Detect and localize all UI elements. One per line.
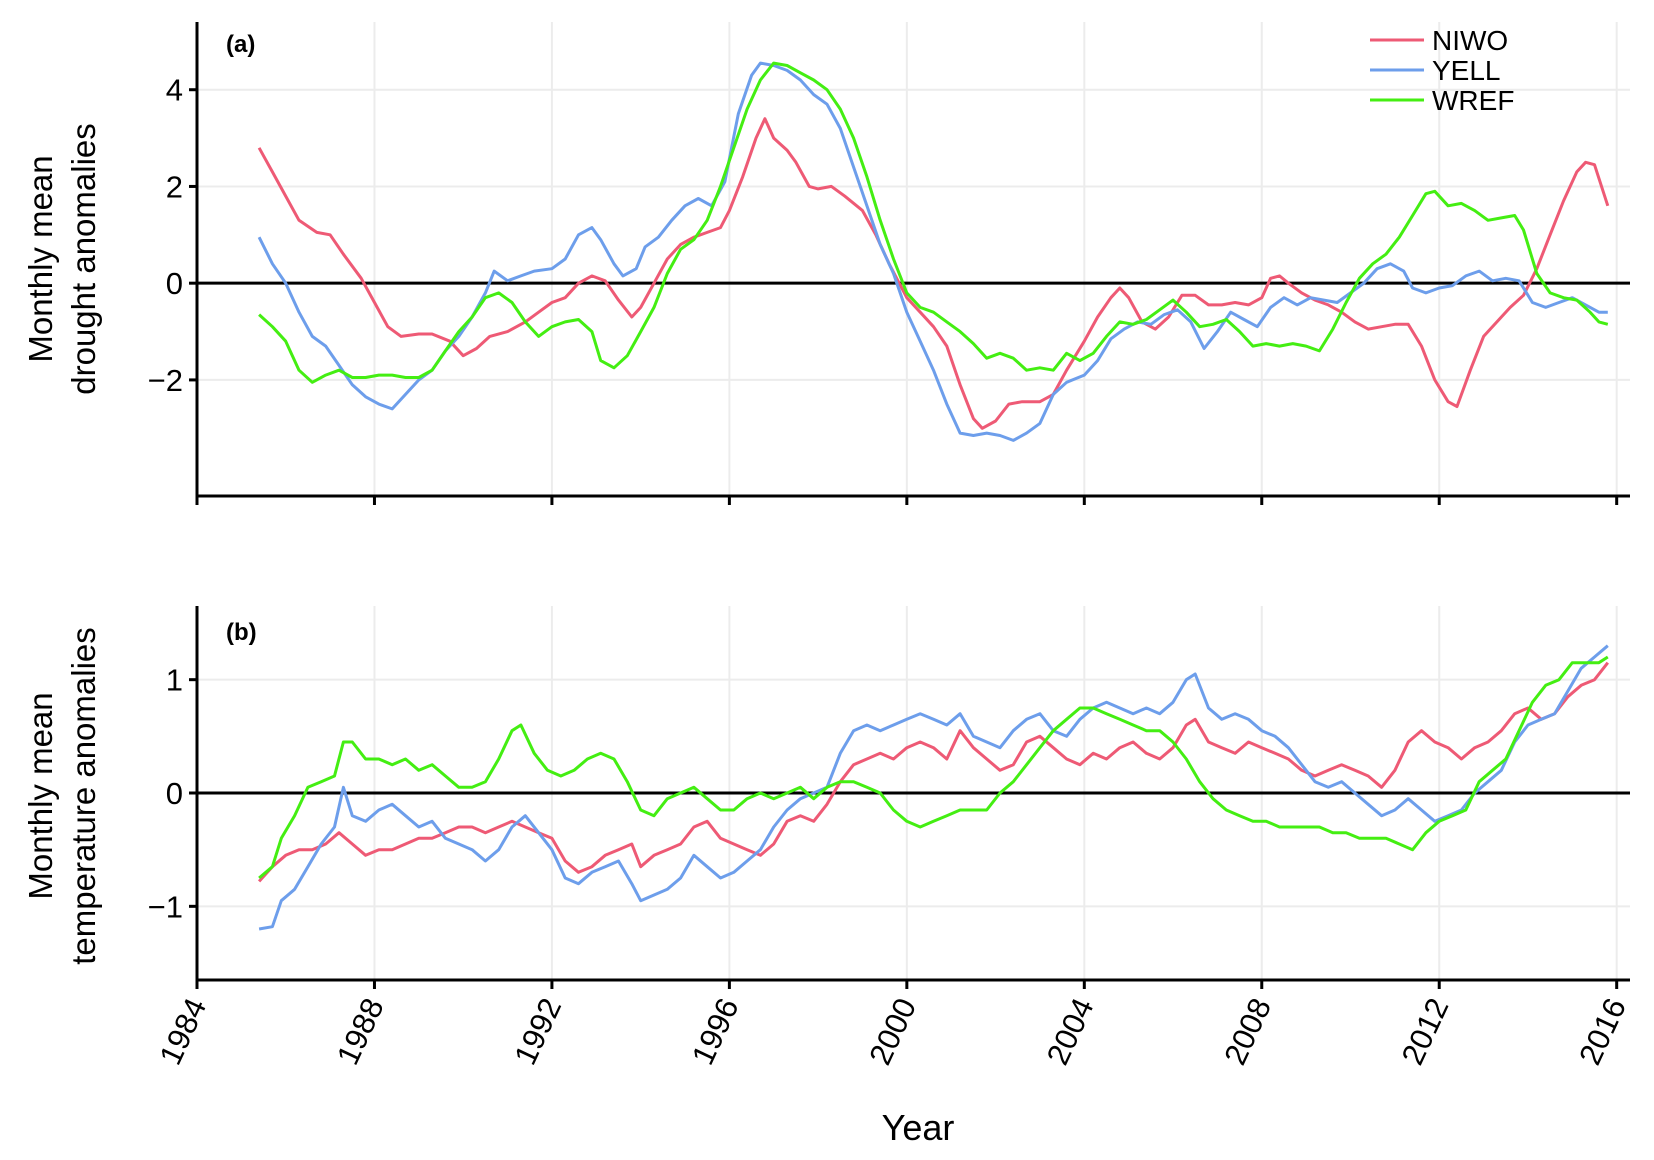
- series-line-niwo: [257, 117, 1610, 430]
- series-line-wref: [258, 655, 1609, 880]
- panel-b-ylabel-line2: temperature anomalies: [65, 627, 102, 965]
- y-tick-label: −1: [148, 889, 183, 924]
- y-tick-label: 2: [166, 169, 183, 204]
- x-tick-label: 1988: [330, 993, 391, 1070]
- y-tick-label: 4: [166, 73, 183, 108]
- x-tick-label: 1984: [152, 993, 213, 1070]
- y-tick-label: 1: [166, 663, 183, 698]
- series-line-wref: [258, 61, 1609, 384]
- panel-b-x-ticks: 1984 1988 1992 1996 2000 2004 2008 2012 2016: [152, 980, 1633, 1070]
- x-tick-label: 1996: [685, 993, 746, 1070]
- panel-a-x-ticks: [195, 496, 1619, 505]
- legend-label-niwo: NIWO: [1432, 25, 1508, 56]
- panel-a-series: [257, 61, 1610, 442]
- panel-a-grid: [196, 22, 1630, 496]
- x-tick-label: 2008: [1217, 993, 1278, 1070]
- series-line-yell: [257, 61, 1608, 442]
- series-line-yell: [258, 644, 1609, 931]
- panel-a-tag: (a): [226, 31, 255, 58]
- panel-b-y-ticks: 1 0 −1: [148, 663, 197, 924]
- y-tick-label: −2: [148, 363, 183, 398]
- x-tick-label: 2016: [1572, 993, 1633, 1070]
- x-axis-title: Year: [882, 1107, 955, 1148]
- x-tick-label: 2000: [862, 993, 923, 1070]
- panel-b-tag: (b): [226, 619, 257, 646]
- y-tick-label: 0: [166, 266, 183, 301]
- legend-label-wref: WREF: [1432, 85, 1514, 116]
- y-tick-label: 0: [166, 776, 183, 811]
- x-tick-label: 2012: [1395, 993, 1456, 1070]
- panel-a-drought: 4 2 0 −2 (a) Monthly mean drought anomalies…: [22, 22, 1630, 505]
- panel-b-series: [257, 644, 1609, 931]
- panel-a-ylabel-line2: drought anomalies: [65, 123, 102, 395]
- x-tick-label: 2004: [1040, 993, 1101, 1070]
- series-line-niwo: [257, 661, 1609, 883]
- panel-b-ylabel-line1: Monthly mean: [22, 692, 59, 899]
- x-tick-label: 1992: [507, 993, 568, 1070]
- panel-a-ylabel-line1: Monthly mean: [22, 155, 59, 362]
- legend-label-yell: YELL: [1432, 55, 1501, 86]
- panel-a-y-ticks: 4 2 0 −2: [148, 73, 197, 398]
- panel-b-temperature: 1 0 −1 1984 1988 1992 1996 2000 2004 2008 2012 201…: [22, 606, 1633, 1148]
